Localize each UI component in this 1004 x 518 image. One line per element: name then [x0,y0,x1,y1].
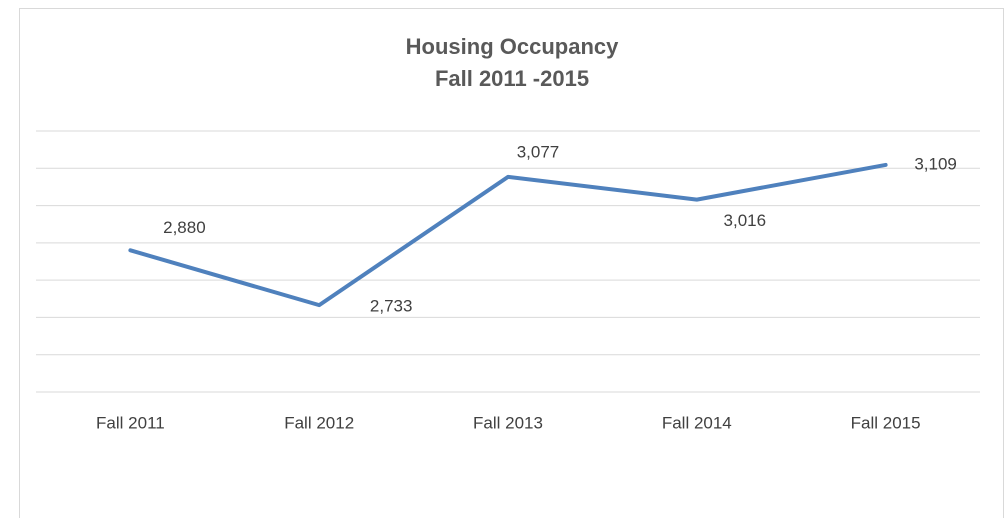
x-tick-label: Fall 2015 [851,413,921,432]
chart-subtitle: Fall 2011 -2015 [435,66,589,91]
x-tick-label: Fall 2011 [96,413,165,432]
chart-frame [19,8,1004,518]
data-line [128,162,888,308]
data-label: 3,077 [517,142,560,161]
data-label: 2,880 [163,218,206,237]
data-label: 2,733 [370,297,413,316]
x-tick-label: Fall 2014 [662,413,732,432]
data-label: 3,109 [914,154,957,173]
data-label: 3,016 [724,211,767,230]
x-tick-label: Fall 2012 [284,413,354,432]
x-tick-label: Fall 2013 [473,413,543,432]
chart-title: Housing Occupancy [406,34,619,59]
